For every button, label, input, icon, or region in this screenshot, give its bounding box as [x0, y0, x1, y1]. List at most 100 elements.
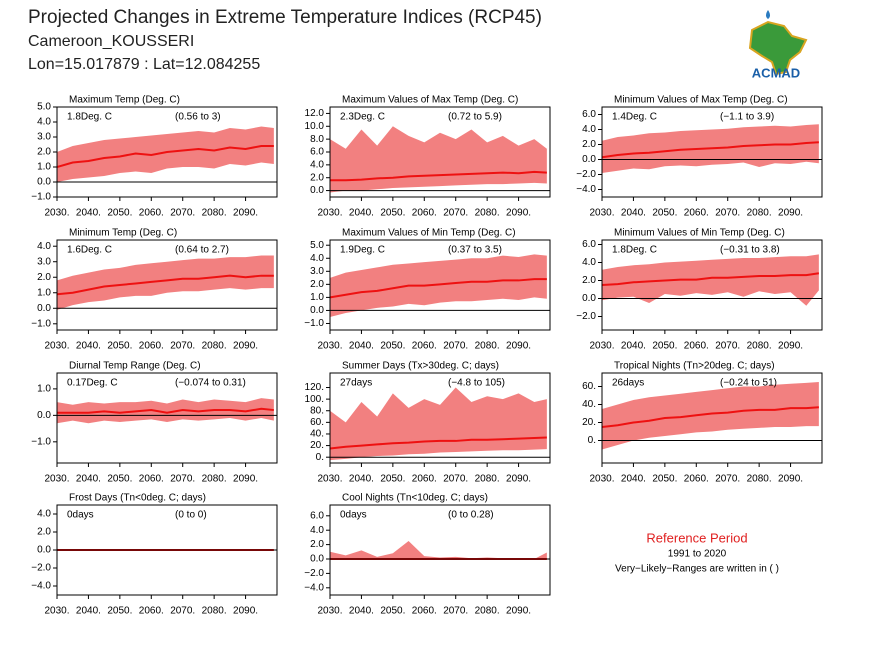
x-tick-label: 2090. [233, 341, 258, 352]
y-tick-label: 2.0 [37, 272, 51, 283]
panel: Summer Days (Tx>30deg. C; days) 27days (−4… [305, 361, 551, 485]
reference-period: 1991 to 2020 [668, 549, 727, 560]
figure-location: Lon=15.017879 : Lat=12.084255 [28, 56, 260, 73]
range-band [330, 126, 547, 193]
median-annotation: 1.4Deg. C [612, 112, 657, 123]
x-tick-label: 2080. [747, 341, 772, 352]
x-tick-label: 2030. [44, 474, 69, 485]
range-annotation: (0 to 0.28) [448, 510, 494, 521]
y-tick-label: 2.0 [37, 147, 51, 158]
median-line [330, 170, 547, 182]
median-line [330, 436, 547, 450]
panel: Minimum Values of Max Temp (Deg. C) 1.4De… [576, 95, 823, 219]
y-tick-label: 0.0 [37, 303, 51, 314]
y-tick-label: 12.0 [305, 108, 325, 119]
median-line [602, 141, 819, 159]
y-tick-label: 2.0 [310, 279, 324, 290]
panel: Tropical Nights (Tn>20deg. C; days) 26day… [582, 361, 823, 485]
median-annotation: 0days [340, 510, 367, 521]
panel: Maximum Temp (Deg. C) 1.8Deg. C (0.56 to 3… [31, 95, 278, 219]
panel: Minimum Temp (Deg. C) 1.6Deg. C (0.64 to 2… [31, 228, 278, 352]
x-tick-label: 2080. [202, 341, 227, 352]
x-tick-label: 2040. [349, 606, 374, 617]
y-tick-label: 6.0 [310, 147, 324, 158]
plot-area [602, 254, 822, 306]
x-tick-label: 2030. [589, 208, 614, 219]
panel-title: Maximum Values of Min Temp (Deg. C) [342, 228, 516, 239]
y-tick-label: 6.0 [310, 510, 324, 521]
y-tick-label: 4.0 [37, 117, 51, 128]
plot-frame [601, 106, 823, 198]
plot-frame [601, 372, 823, 464]
range-annotation: (−0.24 to 51) [720, 378, 777, 389]
y-tick-label: 4.0 [37, 241, 51, 252]
x-tick-label: 2090. [506, 341, 531, 352]
figure-title: Projected Changes in Extreme Temperature… [28, 7, 542, 28]
x-tick-label: 2050. [107, 606, 132, 617]
panel: Minimum Values of Min Temp (Deg. C) 1.8De… [576, 228, 823, 352]
x-tick-label: 2060. [412, 208, 437, 219]
plot-area [330, 541, 550, 560]
x-tick-label: 2040. [621, 208, 646, 219]
y-tick-label: 3.0 [37, 132, 51, 143]
range-annotation: (−0.074 to 0.31) [175, 378, 246, 389]
x-tick-label: 2040. [76, 474, 101, 485]
median-line [602, 272, 819, 286]
x-tick-label: 2080. [475, 606, 500, 617]
x-tick-label: 2050. [652, 474, 677, 485]
range-band [602, 254, 819, 306]
y-tick-label: 2.0 [582, 275, 596, 286]
x-tick-label: 2030. [44, 341, 69, 352]
x-tick-label: 2040. [76, 208, 101, 219]
range-annotation: (−0.31 to 3.8) [720, 245, 780, 256]
y-tick-label: 3.0 [310, 266, 324, 277]
y-tick-label: 4.0 [582, 124, 596, 135]
y-tick-label: 1.0 [310, 292, 324, 303]
y-tick-label: 4.0 [37, 509, 51, 520]
panel-title: Frost Days (Tn<0deg. C; days) [69, 493, 206, 504]
x-tick-label: 2070. [715, 341, 740, 352]
x-tick-label: 2050. [107, 341, 132, 352]
x-tick-label: 2060. [139, 474, 164, 485]
median-line [57, 274, 274, 296]
y-tick-label: 0.0 [582, 293, 596, 304]
x-tick-label: 2070. [170, 606, 195, 617]
panel-title: Minimum Temp (Deg. C) [69, 228, 177, 239]
x-tick-label: 2060. [412, 606, 437, 617]
median-annotation: 0.17Deg. C [67, 378, 118, 389]
x-tick-label: 2080. [475, 208, 500, 219]
y-tick-label: −4.0 [576, 184, 596, 195]
panel: Maximum Values of Min Temp (Deg. C) 1.9De… [304, 228, 551, 352]
x-tick-label: 2070. [715, 208, 740, 219]
y-tick-label: 6.0 [582, 109, 596, 120]
x-tick-label: 2060. [684, 474, 709, 485]
range-band [57, 126, 274, 182]
x-tick-label: 2070. [443, 341, 468, 352]
median-annotation: 2.3Deg. C [340, 112, 385, 123]
y-tick-label: 20. [310, 440, 324, 451]
y-tick-label: 80. [310, 405, 324, 416]
y-tick-label: 1.0 [37, 162, 51, 173]
figure-subtitle: Cameroon_KOUSSERI [28, 33, 194, 50]
plot-area [330, 254, 550, 317]
x-tick-label: 2030. [317, 208, 342, 219]
y-tick-label: 2.0 [582, 139, 596, 150]
y-tick-label: 1.0 [37, 384, 51, 395]
range-annotation: (0.64 to 2.7) [175, 245, 229, 256]
y-tick-label: 20. [582, 417, 596, 428]
y-tick-label: 0.0 [310, 305, 324, 316]
panel-title: Maximum Values of Max Temp (Deg. C) [342, 95, 518, 106]
plot-area [330, 387, 550, 461]
y-tick-label: −2.0 [576, 169, 596, 180]
range-band [57, 398, 274, 424]
x-tick-label: 2030. [589, 474, 614, 485]
x-tick-label: 2090. [506, 474, 531, 485]
y-tick-label: 0.0 [37, 410, 51, 421]
plot-frame [329, 372, 551, 464]
y-tick-label: 2.0 [310, 539, 324, 550]
y-tick-label: 0.0 [37, 177, 51, 188]
x-tick-label: 2040. [349, 341, 374, 352]
y-tick-label: 0.0 [37, 545, 51, 556]
x-tick-label: 2030. [44, 606, 69, 617]
